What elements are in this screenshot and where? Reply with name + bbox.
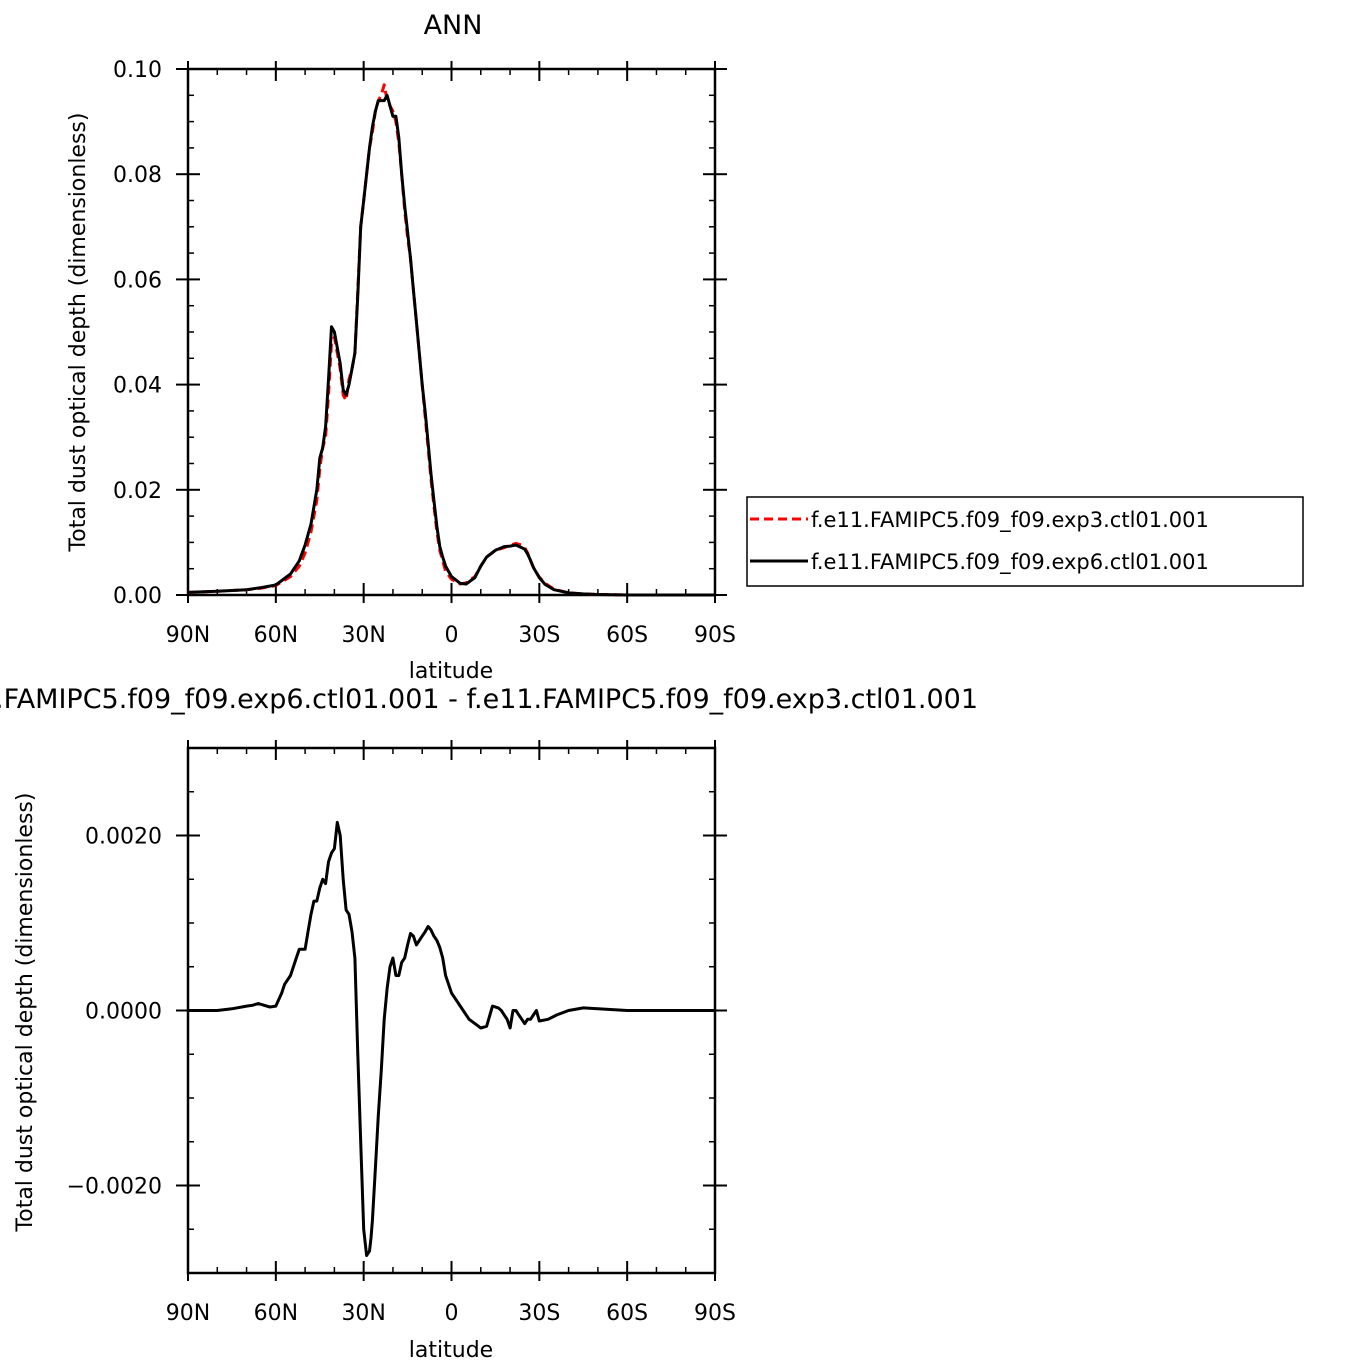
bottom-y-axis-label: Total dust optical depth (dimensionless)	[13, 793, 38, 1233]
bottom-x-tick-label: 0	[445, 1301, 459, 1326]
top-x-axis-label: latitude	[409, 659, 493, 684]
top-chart: ANN 90N 60N 30N 0 30S 60S 90S 0.00 0.02 0.04 0.06 0…	[66, 10, 1304, 684]
legend: f.e11.FAMIPC5.f09_f09.exp3.ctl01.001 f.e…	[746, 496, 1304, 587]
top-series-line-0	[187, 83, 715, 597]
bottom-y-tick-label: 0.0020	[85, 825, 162, 850]
top-x-tick-label: 60S	[606, 623, 648, 648]
bottom-y-tick-label: −0.0020	[67, 1175, 162, 1200]
top-x-tick-label: 90S	[694, 623, 736, 648]
legend-label-exp3: f.e11.FAMIPC5.f09_f09.exp3.ctl01.001	[811, 508, 1209, 533]
top-x-tick-label: 90N	[166, 623, 210, 648]
bottom-x-tick-label: 90N	[166, 1301, 210, 1326]
bottom-x-axis-label: latitude	[409, 1338, 493, 1363]
legend-box	[746, 496, 1304, 587]
top-y-tick-label: 0.02	[113, 479, 162, 504]
legend-label-exp6: f.e11.FAMIPC5.f09_f09.exp6.ctl01.001	[811, 550, 1209, 575]
bottom-x-tick-label: 30N	[341, 1301, 385, 1326]
top-y-tick-label: 0.04	[113, 374, 162, 399]
top-x-tick-label: 30S	[518, 623, 560, 648]
bottom-x-tick-label: 30S	[518, 1301, 560, 1326]
top-x-tick-label: 60N	[254, 623, 298, 648]
bottom-series-line-0	[188, 820, 715, 1257]
top-series-line-1	[187, 93, 715, 597]
bottom-x-tick-label: 60N	[254, 1301, 298, 1326]
bottom-series	[188, 820, 715, 1257]
top-series	[187, 83, 715, 597]
top-y-tick-label: 0.06	[113, 268, 162, 293]
top-ticks: 90N 60N 30N 0 30S 60S 90S 0.00 0.02 0.04 0.06 0.08 0…	[113, 58, 736, 648]
top-y-tick-label: 0.00	[113, 584, 162, 609]
top-chart-title: ANN	[424, 10, 483, 41]
top-plot-frame	[186, 67, 717, 597]
top-y-tick-label: 0.10	[113, 58, 162, 83]
bottom-chart-title: f.e11.FAMIPC5.f09_f09.exp6.ctl01.001 - f…	[0, 684, 978, 715]
top-x-tick-label: 0	[445, 623, 459, 648]
bottom-ticks: 90N 60N 30N 0 30S 60S 90S −0.0020 0.0000 0.0020	[67, 740, 736, 1326]
bottom-chart: f.e11.FAMIPC5.f09_f09.exp6.ctl01.001 - f…	[0, 684, 978, 1363]
top-y-axis-label: Total dust optical depth (dimensionless)	[66, 113, 91, 553]
bottom-x-tick-label: 60S	[606, 1301, 648, 1326]
bottom-x-tick-label: 90S	[694, 1301, 736, 1326]
top-x-tick-label: 30N	[341, 623, 385, 648]
top-y-tick-label: 0.08	[113, 163, 162, 188]
bottom-y-tick-label: 0.0000	[85, 1000, 162, 1025]
